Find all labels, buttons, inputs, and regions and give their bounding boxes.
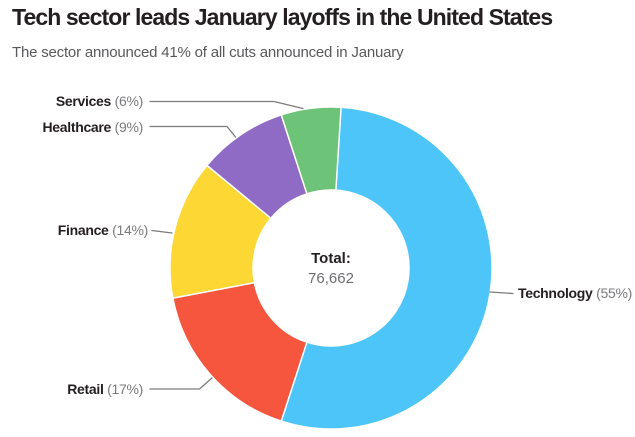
leader-lines	[149, 100, 514, 390]
leader-line-retail	[149, 377, 213, 390]
slice-pct: (6%)	[114, 93, 144, 109]
slice-pct: (55%)	[596, 285, 632, 301]
leader-line-technology	[489, 291, 514, 295]
leader-line-services	[149, 100, 304, 110]
donut-slice-retail	[172, 281, 308, 422]
slice-label-technology: Technology (55%)	[518, 285, 632, 302]
slice-label-retail: Retail (17%)	[67, 381, 143, 398]
slice-label-finance: Finance (14%)	[57, 222, 149, 239]
slice-name: Technology	[518, 285, 593, 301]
total-value: 76,662	[308, 270, 354, 287]
slice-pct: (9%)	[114, 119, 144, 135]
chart-subtitle: The sector announced 41% of all cuts ann…	[12, 44, 404, 61]
slice-pct: (14%)	[112, 222, 148, 238]
slice-name: Services	[55, 93, 112, 109]
slice-name: Retail	[67, 381, 104, 397]
chart-title: Tech sector leads January layoffs in the…	[12, 4, 553, 30]
total-label: Total:	[311, 250, 351, 267]
slice-name: Finance	[57, 222, 109, 238]
donut-slices	[169, 106, 493, 430]
donut-slice-services	[280, 106, 342, 195]
slice-label-services: Services (6%)	[56, 93, 143, 110]
slice-name: Healthcare	[42, 119, 112, 135]
donut-center-label: Total: 76,662	[308, 249, 354, 289]
leader-line-finance	[151, 229, 173, 234]
slice-label-healthcare: Healthcare (9%)	[42, 119, 143, 136]
leader-line-healthcare	[149, 125, 237, 138]
slice-pct: (17%)	[107, 381, 143, 397]
